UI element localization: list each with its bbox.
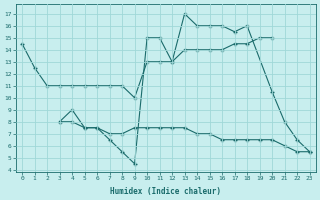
X-axis label: Humidex (Indice chaleur): Humidex (Indice chaleur) [110, 187, 221, 196]
